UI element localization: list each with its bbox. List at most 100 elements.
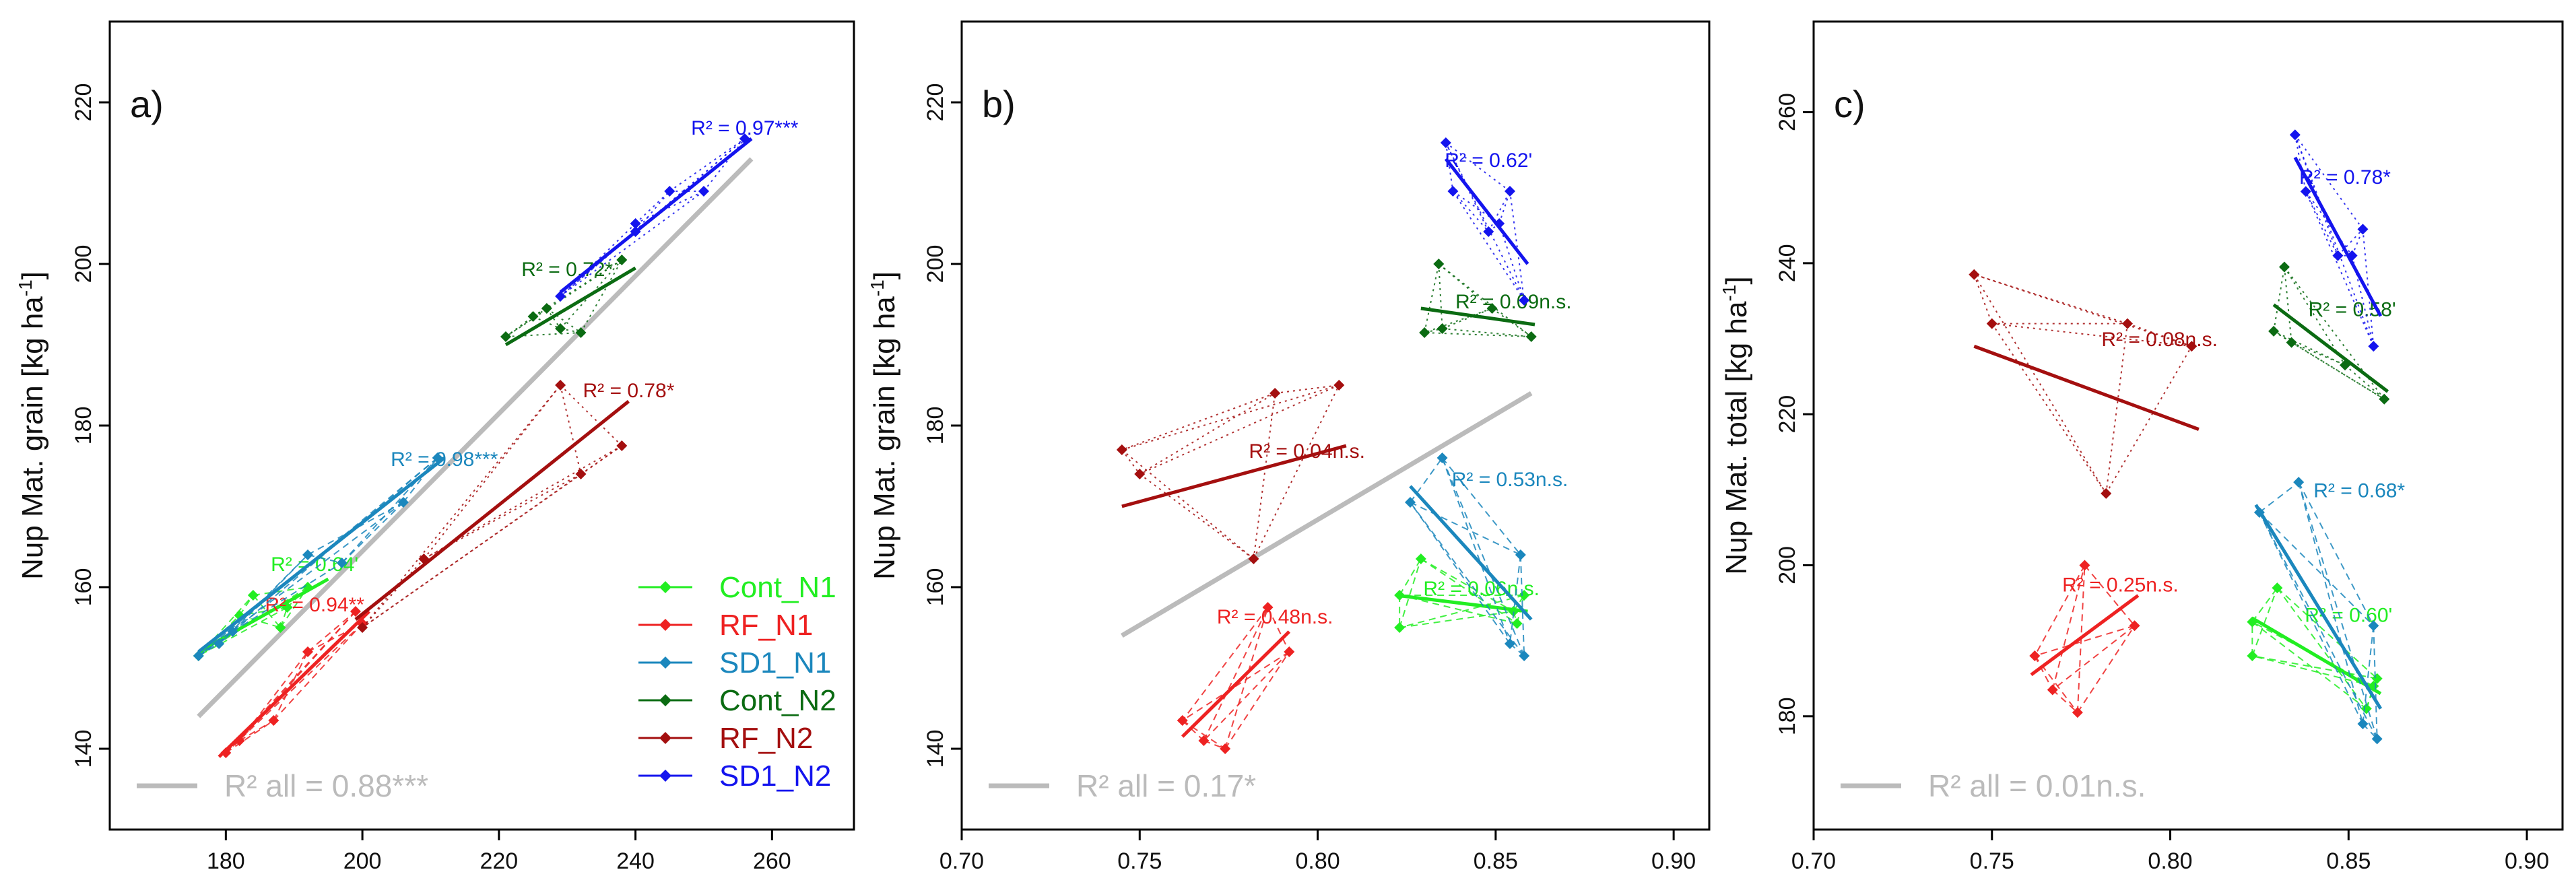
connector-line xyxy=(2362,229,2375,347)
connector-line xyxy=(1488,191,1511,232)
connector-line xyxy=(2344,364,2385,400)
series-rf-n1: R² = 0.25n.s. xyxy=(2029,560,2179,718)
series-cont-n1: R² = 0.06n.s. xyxy=(1394,553,1540,633)
connector-line xyxy=(2259,512,2375,626)
connector-line xyxy=(362,384,561,628)
r2-label: R² = 0.62' xyxy=(1445,149,1532,172)
fit-line xyxy=(354,400,630,621)
connector-line xyxy=(1139,384,1340,475)
data-point xyxy=(302,646,313,657)
data-point xyxy=(1494,218,1505,229)
data-point xyxy=(2368,620,2379,632)
connector-line xyxy=(1253,384,1340,560)
data-point xyxy=(1433,259,1445,269)
x-tick-label: 200 xyxy=(343,848,382,874)
y-axis-title-superscript: -1 xyxy=(867,279,888,296)
data-point xyxy=(1415,553,1426,564)
connector-line xyxy=(546,308,582,333)
data-point xyxy=(1505,186,1515,197)
connector-line xyxy=(1519,554,1525,657)
connector-line xyxy=(1991,323,2107,494)
connector-line xyxy=(253,595,282,628)
connector-line xyxy=(1509,554,1521,644)
connector-line xyxy=(1509,191,1525,301)
data-point xyxy=(432,452,443,463)
data-point xyxy=(555,291,566,302)
legend-label: RF_N2 xyxy=(719,722,813,755)
connector-line xyxy=(634,191,670,224)
y-axis-title: Nup Mat. grain [kg ha-1] xyxy=(15,271,49,580)
plot-frame xyxy=(1812,20,2564,831)
connector-line xyxy=(1445,142,1525,301)
data-point xyxy=(234,735,245,746)
fit-line xyxy=(559,137,753,294)
connector-line xyxy=(560,384,582,475)
connector-line xyxy=(1973,274,1993,324)
data-point xyxy=(2247,616,2258,628)
r2-label: R² = 0.53n.s. xyxy=(1452,469,1568,491)
y-tick-label: 140 xyxy=(71,730,96,768)
y-tick-label: 140 xyxy=(923,730,948,768)
r2-label: R² = 0.06n.s. xyxy=(1423,578,1540,600)
y-tick-label: 200 xyxy=(1775,546,1800,584)
data-point xyxy=(2357,224,2369,235)
y-axis-title-superscript: -1 xyxy=(15,279,36,296)
data-point xyxy=(2253,506,2265,518)
data-point xyxy=(2186,341,2198,352)
connector-line xyxy=(2298,481,2364,725)
connector-line xyxy=(2252,655,2377,679)
data-point xyxy=(698,186,709,197)
overall-r2-label: R² all = 0.01n.s. xyxy=(1928,768,2146,803)
connector-line xyxy=(1139,393,1276,475)
connector-line xyxy=(1445,142,1511,192)
legend-label: Cont_N2 xyxy=(719,684,836,717)
connector-line xyxy=(2251,621,2367,710)
data-point xyxy=(2029,650,2041,662)
connector-line xyxy=(1441,457,1525,657)
data-point xyxy=(575,469,587,479)
data-point xyxy=(1525,331,1537,342)
connector-line xyxy=(362,558,425,628)
connector-line xyxy=(1399,558,1422,628)
x-tick-label: 0.85 xyxy=(1474,848,1518,874)
y-tick-label: 260 xyxy=(1775,93,1800,131)
connector-line xyxy=(2362,626,2375,725)
series-sd1-n1: R² = 0.98*** xyxy=(193,448,498,661)
data-point xyxy=(527,311,539,322)
r2-label: R² = 0.97*** xyxy=(691,117,799,139)
fit-line xyxy=(1444,158,1529,265)
data-point xyxy=(2072,707,2083,718)
y-axis-title: Nup Mat. grain [kg ha-1] xyxy=(867,271,901,580)
r2-label: R² = 0.94** xyxy=(265,594,364,616)
data-point xyxy=(2047,684,2058,696)
fit-line xyxy=(1409,485,1533,621)
connector-line xyxy=(1121,384,1340,450)
x-tick-label: 0.70 xyxy=(939,848,984,874)
data-point xyxy=(220,747,232,758)
connector-line xyxy=(1438,263,1532,337)
data-point xyxy=(2339,360,2350,371)
legend-label: SD1_N1 xyxy=(719,646,831,679)
connector-line xyxy=(2052,625,2136,691)
x-tick-label: 0.70 xyxy=(1791,848,1836,874)
legend-swatch-marker xyxy=(659,694,671,706)
connector-line xyxy=(423,445,622,560)
connector-line xyxy=(239,720,274,741)
series-sd1-n2: R² = 0.78* xyxy=(2289,129,2391,352)
connector-line xyxy=(2259,481,2299,513)
data-point xyxy=(616,440,628,451)
connector-line xyxy=(2294,134,2364,230)
legend-label: Cont_N1 xyxy=(719,571,836,604)
y-tick-label: 180 xyxy=(1775,697,1800,735)
data-point xyxy=(555,323,566,334)
legend-swatch-marker xyxy=(659,581,671,593)
fit-line xyxy=(2254,504,2383,710)
r2-label: R² = 0.78* xyxy=(2299,166,2391,189)
y-tick-label: 180 xyxy=(71,407,96,445)
connector-line xyxy=(2373,626,2378,739)
data-point xyxy=(1436,452,1448,463)
connector-line xyxy=(198,502,404,657)
fit-line xyxy=(1973,344,2200,431)
series-sd1-n2: R² = 0.62' xyxy=(1440,137,1532,306)
series-rf-n1: R² = 0.94** xyxy=(218,594,370,758)
